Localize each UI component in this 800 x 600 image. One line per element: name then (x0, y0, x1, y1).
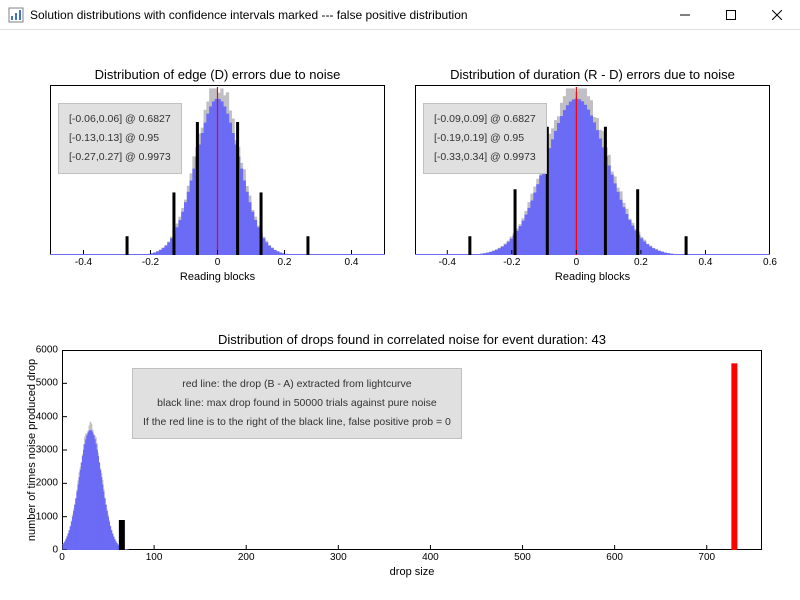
drops-chart-infobox: red line: the drop (B - A) extracted fro… (132, 368, 462, 439)
drops-chart-ylabel: number of times noise produced drop (26, 350, 38, 550)
titlebar: Solution distributions with confidence i… (0, 0, 800, 30)
duration-dist-chart-title: Distribution of duration (R - D) errors … (415, 67, 770, 82)
app-icon (8, 7, 24, 23)
edge-dist-chart-info-line: [-0.13,0.13] @ 0.95 (69, 129, 171, 148)
duration-dist-chart-info-line: [-0.09,0.09] @ 0.6827 (434, 110, 536, 129)
chart-canvas: Distribution of edge (D) errors due to n… (0, 30, 800, 600)
drops-chart-xtick: 0 (59, 552, 65, 563)
duration-dist-chart-xtick: 0.6 (763, 257, 777, 268)
edge-dist-chart-xtick: 0 (215, 257, 221, 268)
duration-dist-chart-infobox: [-0.09,0.09] @ 0.6827[-0.19,0.19] @ 0.95… (423, 103, 547, 174)
duration-dist-chart-xlabel: Reading blocks (415, 271, 770, 283)
drops-chart-xtick: 300 (330, 552, 347, 563)
edge-dist-chart-xtick: -0.4 (75, 257, 92, 268)
drops-chart-info-line: black line: max drop found in 50000 tria… (143, 394, 451, 413)
drops-chart-xtick: 600 (606, 552, 623, 563)
window-title: Solution distributions with confidence i… (30, 8, 662, 22)
duration-dist-chart-xtick: 0 (574, 257, 580, 268)
edge-dist-chart-infobox: [-0.06,0.06] @ 0.6827[-0.13,0.13] @ 0.95… (58, 103, 182, 174)
edge-dist-chart-xtick: 0.2 (278, 257, 292, 268)
duration-dist-chart-xtick: 0.4 (699, 257, 713, 268)
edge-dist-chart-xlabel: Reading blocks (50, 271, 385, 283)
drops-chart-xlabel: drop size (62, 566, 762, 578)
duration-dist-chart-xtick: 0.2 (634, 257, 648, 268)
drops-chart-xtick: 100 (146, 552, 163, 563)
edge-dist-chart-title: Distribution of edge (D) errors due to n… (50, 67, 385, 82)
drops-chart-info-line: If the red line is to the right of the b… (143, 413, 451, 432)
edge-dist-chart-xtick: 0.4 (345, 257, 359, 268)
duration-dist-chart-xtick: -0.4 (439, 257, 456, 268)
app-window: Solution distributions with confidence i… (0, 0, 800, 600)
drops-chart-info-line: red line: the drop (B - A) extracted fro… (143, 375, 451, 394)
maximize-button[interactable] (708, 0, 754, 30)
duration-dist-chart-info-line: [-0.33,0.34] @ 0.9973 (434, 148, 536, 167)
edge-dist-chart-xtick: -0.2 (142, 257, 159, 268)
drops-chart-title: Distribution of drops found in correlate… (62, 332, 762, 347)
minimize-button[interactable] (662, 0, 708, 30)
drops-chart-xtick: 700 (698, 552, 715, 563)
duration-dist-chart-info-line: [-0.19,0.19] @ 0.95 (434, 129, 536, 148)
window-controls (662, 0, 800, 29)
edge-dist-chart-info-line: [-0.27,0.27] @ 0.9973 (69, 148, 171, 167)
drops-chart-xtick: 200 (238, 552, 255, 563)
drops-chart-xtick: 400 (422, 552, 439, 563)
close-button[interactable] (754, 0, 800, 30)
duration-dist-chart-xtick: -0.2 (503, 257, 520, 268)
drops-chart-xtick: 500 (514, 552, 531, 563)
edge-dist-chart-info-line: [-0.06,0.06] @ 0.6827 (69, 110, 171, 129)
